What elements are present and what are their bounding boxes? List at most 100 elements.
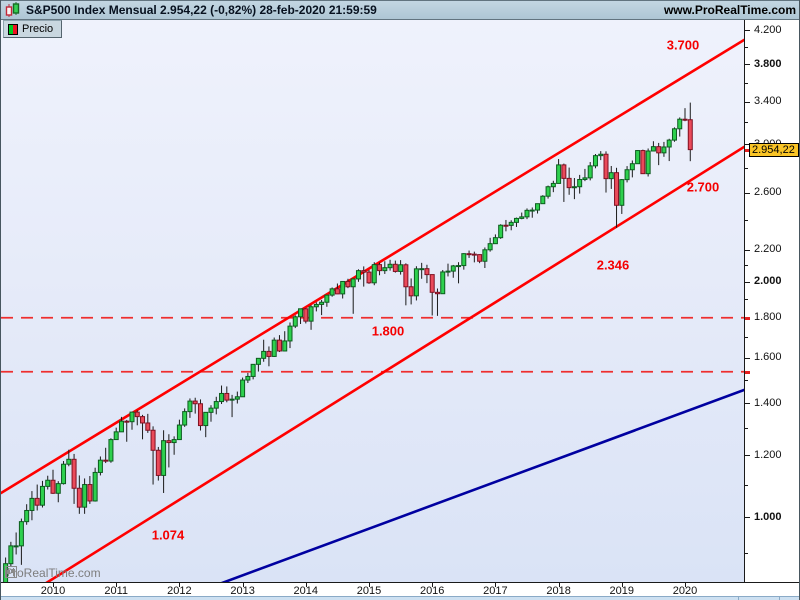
candle-up [571,186,577,189]
candle-down [687,119,693,151]
price-axis-label: 2.200 [754,243,782,256]
time-axis-year-label: 2014 [293,585,319,597]
last-price-marker: 2.954,22 [749,142,799,157]
price-axis-tick [745,249,750,251]
candle-down [76,487,82,508]
prorealtime-logo-icon [5,566,17,578]
chart-plot-area[interactable]: 3.700 2.700 2.346 1.800 1.074 ProRealTime.co… [1,20,744,582]
price-axis-tick [745,403,750,404]
time-axis-tick [242,583,244,587]
candle-up [171,439,177,444]
time-axis-tick [558,583,560,587]
price-axis-tick [745,281,750,283]
candle-up [18,521,24,547]
candle-up [355,270,361,280]
price-axis-label: 3.800 [754,57,782,70]
price-axis-tick [745,30,750,32]
price-axis-label: 1.200 [754,448,782,461]
channel-lower-line[interactable] [19,145,744,582]
candle-up [450,265,456,272]
time-axis[interactable]: 2010 2011 2012 2013 2014 2015 2016 2017 2018 2019… [1,582,799,597]
candle-up [340,280,346,295]
watermark: ProRealTime.com [5,566,101,580]
candle-down [266,350,272,357]
candle-down [434,291,440,295]
candle-down [466,253,472,256]
tab-precio[interactable]: Precio [3,20,63,38]
scrollbar-divider [779,597,780,600]
candle-up [161,440,167,476]
candle-up [535,203,541,211]
candle-down [392,263,398,272]
candle-up [524,209,530,218]
long-term-support-line[interactable] [176,388,744,582]
price-axis-label: 4.200 [754,23,782,36]
candle-up [324,294,330,303]
candle-up [371,264,377,284]
candle-up [234,396,240,400]
candle-down [366,271,372,284]
candle-up [387,263,393,269]
candle-down [656,146,662,154]
price-axis-minor-tick [745,46,748,48]
candle-up [577,179,583,188]
candle-up [513,217,519,223]
price-axis-tick [745,517,750,519]
candle-up [313,303,319,308]
time-axis-tick [685,583,686,587]
candle-up [271,339,277,357]
price-axis-minor-tick [745,220,748,222]
candle-up [461,253,467,267]
candle-up [282,340,288,352]
time-axis-year-label: 2016 [419,585,445,597]
candle-up [118,420,124,433]
time-axis-tick [495,583,497,587]
candle-down [424,268,430,276]
candle-up [29,497,35,511]
candle-up [261,350,267,359]
trendline-price-label: 1.074 [152,528,185,543]
candle-down [566,177,572,189]
candle-up [319,301,325,305]
candle-up [592,155,598,167]
candle-down [134,411,140,418]
candle-up [245,375,251,381]
candle-up [598,153,604,157]
trendline-price-label: 2.346 [597,258,630,273]
horizontal-scrollbar[interactable] [1,596,799,600]
candle-down [276,339,282,352]
candle-up [482,249,488,262]
candle-up [250,363,256,377]
candle-up [540,195,546,205]
price-axis-minor-tick [745,337,748,339]
candle-up [176,424,182,441]
price-axis-label: 1.800 [754,311,782,324]
candle-up [382,267,388,272]
candle-down [145,422,151,431]
candle-up [39,485,45,506]
time-axis-year-label: 2010 [40,585,66,597]
tab-precio-label: Precio [22,23,54,35]
candle-up [492,237,498,245]
watermark-text: ProRealTime.com [5,566,101,580]
candle-down [503,224,509,227]
candle-up [97,459,103,473]
price-axis-minor-tick [745,299,748,301]
candle-down [197,403,203,427]
candle-up [113,431,119,441]
price-axis-minor-tick [745,122,748,124]
candle-up [213,401,219,409]
time-axis-tick [621,583,623,587]
trendline-price-label: 2.700 [687,180,720,195]
candle-down [471,253,477,256]
candle-up [587,165,593,179]
candle-up [298,308,304,318]
candle-down [71,458,77,489]
candle-down [103,459,109,462]
candle-up [556,164,562,184]
candle-down [561,164,567,179]
candle-down [408,286,414,297]
candle-up [677,118,683,130]
price-axis[interactable]: 2.954,22 4.2003.8003.4003.0002.6002.2002… [744,20,799,582]
